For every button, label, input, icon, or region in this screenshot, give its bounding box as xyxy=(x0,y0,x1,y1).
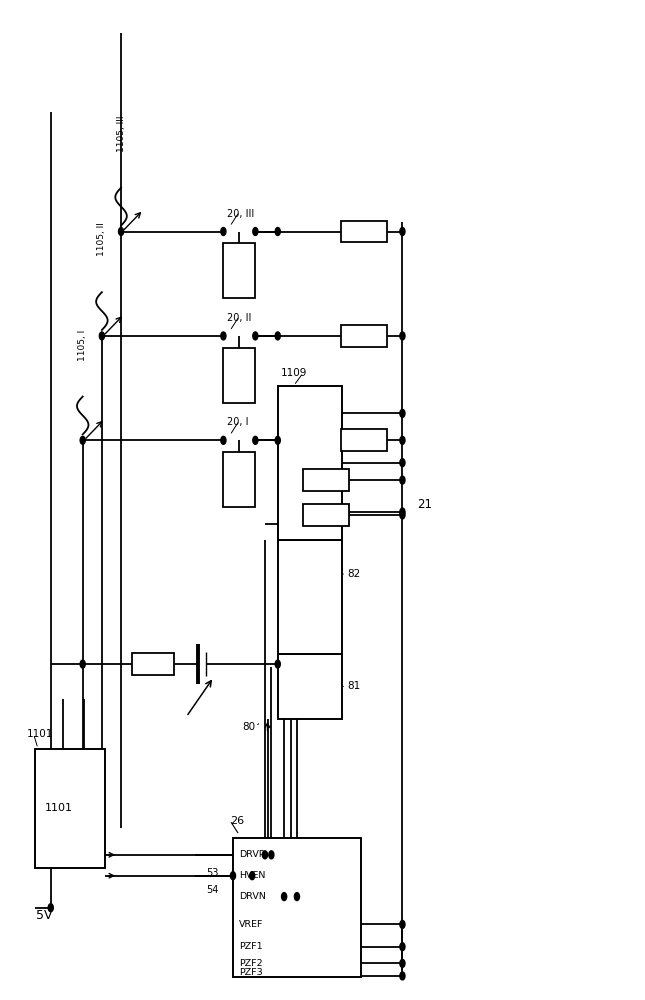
Bar xyxy=(132,653,174,675)
Circle shape xyxy=(275,436,281,444)
Circle shape xyxy=(253,436,258,444)
Circle shape xyxy=(99,332,104,340)
Circle shape xyxy=(400,508,405,516)
Text: 21: 21 xyxy=(417,498,432,511)
Text: PZF3: PZF3 xyxy=(239,968,263,977)
Bar xyxy=(35,749,105,868)
Text: VREF: VREF xyxy=(239,920,264,929)
Bar xyxy=(278,540,342,654)
Text: PZF1: PZF1 xyxy=(239,942,263,951)
Text: 20, III: 20, III xyxy=(226,209,254,219)
Text: 54: 54 xyxy=(206,885,219,895)
Circle shape xyxy=(400,409,405,417)
Circle shape xyxy=(294,893,299,901)
Text: 1101: 1101 xyxy=(45,803,72,813)
Circle shape xyxy=(400,920,405,928)
Text: PZF2: PZF2 xyxy=(239,959,263,968)
Circle shape xyxy=(80,436,85,444)
Text: 80: 80 xyxy=(243,722,255,732)
Circle shape xyxy=(275,660,281,668)
Text: DRVP: DRVP xyxy=(239,850,265,859)
Circle shape xyxy=(221,332,226,340)
Circle shape xyxy=(253,228,258,235)
Text: 20, II: 20, II xyxy=(226,313,251,323)
Text: 81: 81 xyxy=(347,681,360,691)
Circle shape xyxy=(253,332,258,340)
Circle shape xyxy=(230,872,235,880)
Text: 1101: 1101 xyxy=(27,729,54,739)
Bar xyxy=(233,838,361,977)
Circle shape xyxy=(400,332,405,340)
Circle shape xyxy=(400,459,405,467)
Circle shape xyxy=(275,228,281,235)
Circle shape xyxy=(400,972,405,980)
Circle shape xyxy=(250,872,255,880)
Text: 20, I: 20, I xyxy=(226,417,248,427)
Circle shape xyxy=(400,943,405,951)
Text: HVEN: HVEN xyxy=(239,871,266,880)
Text: 1109: 1109 xyxy=(281,368,307,378)
Circle shape xyxy=(400,228,405,235)
Text: 1105, II: 1105, II xyxy=(97,222,106,256)
Text: 53: 53 xyxy=(206,868,219,878)
Circle shape xyxy=(221,436,226,444)
Bar xyxy=(341,221,387,242)
Circle shape xyxy=(282,893,286,901)
Bar xyxy=(278,654,342,719)
Circle shape xyxy=(269,851,274,859)
Circle shape xyxy=(48,904,54,912)
Circle shape xyxy=(275,332,281,340)
Circle shape xyxy=(400,511,405,519)
Bar xyxy=(303,504,349,526)
Circle shape xyxy=(80,660,85,668)
Circle shape xyxy=(263,851,268,859)
Text: 1105, III: 1105, III xyxy=(117,115,126,152)
Circle shape xyxy=(400,476,405,484)
Text: 82: 82 xyxy=(347,569,360,579)
Bar xyxy=(341,429,387,451)
Bar xyxy=(223,348,255,403)
Bar xyxy=(341,325,387,347)
Text: 5V: 5V xyxy=(36,909,52,922)
Bar xyxy=(223,452,255,507)
Circle shape xyxy=(221,228,226,235)
Text: 26: 26 xyxy=(230,816,244,826)
Bar xyxy=(278,386,342,540)
Circle shape xyxy=(400,959,405,967)
Text: 1105, I: 1105, I xyxy=(78,330,87,361)
Circle shape xyxy=(119,228,124,235)
Circle shape xyxy=(400,436,405,444)
Text: DRVN: DRVN xyxy=(239,892,266,901)
Bar xyxy=(223,243,255,298)
Bar xyxy=(303,469,349,491)
